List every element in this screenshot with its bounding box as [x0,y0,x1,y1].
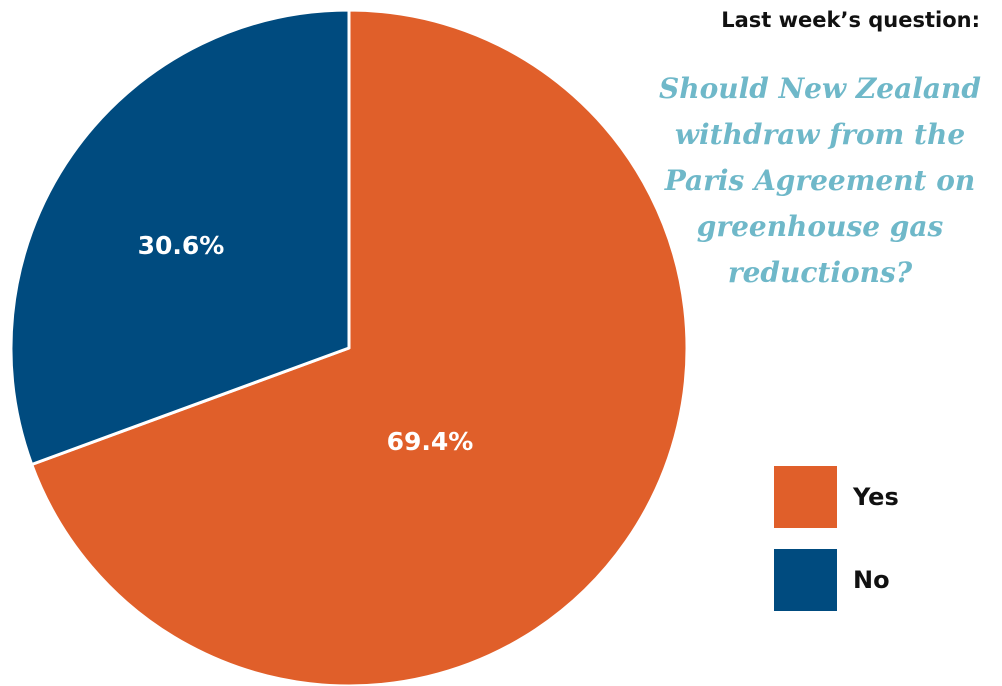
last-week-question-heading: Last week’s question: [721,8,980,32]
pie-slice-yes [30,8,689,686]
legend-label-yes: Yes [853,483,899,511]
poll-question: Should New Zealand withdraw from the Par… [659,72,981,289]
legend-item-yes: Yes [774,466,899,528]
slice-label-no: 30.6% [138,231,225,260]
legend-swatch-yes [774,466,837,528]
legend-swatch-no [774,549,837,611]
pie-slice-no [9,8,351,466]
slice-label-yes: 69.4% [387,427,474,456]
legend-item-no: No [774,549,899,611]
chart-legend: Yes No [774,466,899,632]
legend-label-no: No [853,566,890,594]
